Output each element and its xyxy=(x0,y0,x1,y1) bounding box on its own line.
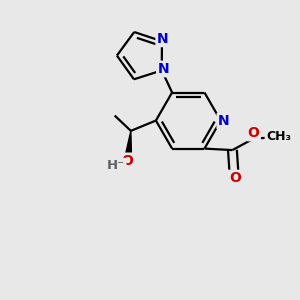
Text: H⁻: H⁻ xyxy=(107,159,125,172)
Text: CH₃: CH₃ xyxy=(266,130,291,143)
Polygon shape xyxy=(126,131,131,155)
Text: N: N xyxy=(157,32,168,46)
Text: N: N xyxy=(218,114,230,128)
Text: O: O xyxy=(121,154,133,168)
Text: O: O xyxy=(229,171,241,185)
Text: O: O xyxy=(248,126,260,140)
Text: N: N xyxy=(158,62,169,76)
